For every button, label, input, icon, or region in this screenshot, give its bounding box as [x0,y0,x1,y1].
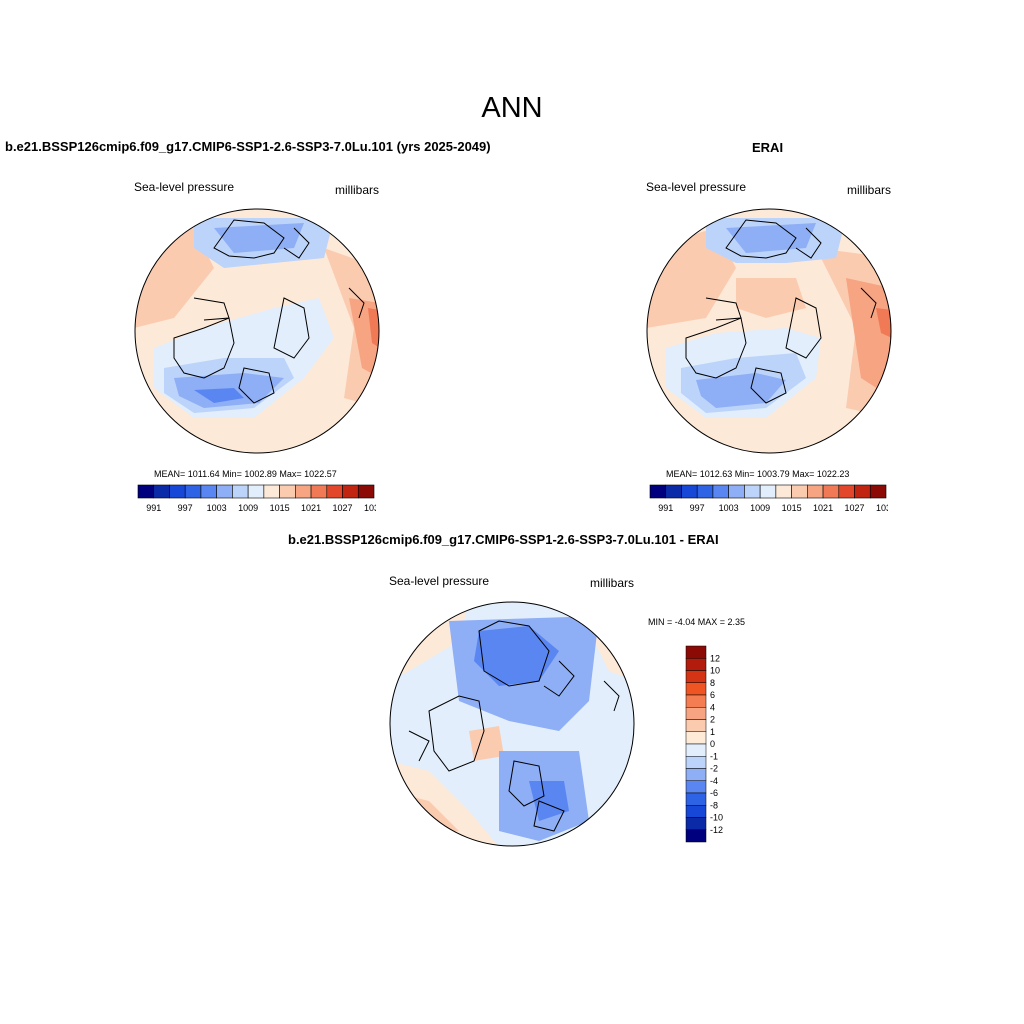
left-colorbar: 991 997 1003 1009 1015 1021 1027 1033 [137,484,376,513]
right-colorbar-tick-label: 991 [658,503,673,513]
left-colorbar-swatch [169,484,186,499]
diff-colorbar-swatch [685,743,707,757]
diff-colorbar-tick-label: 1 [710,727,715,737]
diff-colorbar-tick-label: -12 [710,825,723,835]
right-colorbar-swatch [712,484,729,499]
left-colorbar-swatch [263,484,280,499]
right-colorbar-swatch [744,484,761,499]
right-colorbar-swatch [822,484,840,499]
right-stats: MEAN= 1012.63 Min= 1003.79 Max= 1022.23 [666,469,850,479]
diff-colorbar-tick-label: -4 [710,776,718,786]
right-colorbar-swatch [854,484,871,499]
diff-field-label: Sea-level pressure [389,574,490,588]
right-colorbar-swatch [791,484,808,499]
diff-stats: MIN = -4.04 MAX = 2.35 [648,617,746,627]
right-colorbar-tick-label: 1033 [876,503,888,513]
diff-colorbar-tick-label: 0 [710,739,715,749]
right-colorbar-swatch [665,484,682,499]
diff-colorbar-tick-label: -1 [710,751,718,761]
left-colorbar-swatch [153,484,170,499]
right-colorbar-swatch [759,484,777,499]
left-colorbar-swatch [232,484,249,499]
diff-colorbar-tick-label: 8 [710,678,715,688]
left-stats: MEAN= 1011.64 Min= 1002.89 Max= 1022.57 [154,469,337,479]
diff-colorbar-tick-label: -10 [710,813,723,823]
diff-colorbar-swatch [685,829,707,843]
diff-colorbar-swatch [685,670,707,683]
diff-colorbar-swatch [685,707,707,720]
right-colorbar-tick-label: 1003 [719,503,739,513]
left-colorbar-swatch [326,484,343,499]
right-colorbar-tick-label: 1021 [813,503,833,513]
right-panel-title: ERAI [752,140,784,155]
left-colorbar-swatch [247,484,265,499]
main-title: ANN [481,92,543,124]
diff-colorbar-swatch [685,817,707,830]
right-colorbar-swatch [869,484,887,499]
diff-colorbar-swatch [685,792,707,806]
diff-colorbar-tick-label: 6 [710,690,715,700]
left-colorbar-tick-label: 1033 [364,503,376,513]
left-panel-title: b.e21.BSSP126cmip6.f09_g17.CMIP6-SSP1-2.… [5,139,491,154]
diff-colorbar-swatch [685,645,707,659]
diff-colorbar-tick-label: 4 [710,702,715,712]
left-colorbar-tick-label: 1015 [270,503,290,513]
left-colorbar-swatch [200,484,217,499]
left-colorbar-swatch [342,484,359,499]
right-colorbar-tick-label: 997 [690,503,705,513]
diff-colorbar-tick-label: 2 [710,715,715,725]
right-colorbar-swatch [696,484,714,499]
right-field-label: Sea-level pressure [646,180,747,194]
diff-colorbar-swatch [685,780,707,794]
diff-colorbar-swatch [685,805,707,818]
left-field-label: Sea-level pressure [134,180,235,194]
left-colorbar-tick-label: 997 [178,503,193,513]
left-colorbar-tick-label: 991 [146,503,161,513]
left-colorbar-swatch [357,484,375,499]
right-units-label: millibars [847,183,892,197]
right-polar-map [646,208,892,454]
diff-colorbar-tick-label: -2 [710,764,718,774]
right-colorbar-swatch [775,484,792,499]
diff-panel-title: b.e21.BSSP126cmip6.f09_g17.CMIP6-SSP1-2.… [288,532,719,547]
left-colorbar-swatch [310,484,328,499]
diff-colorbar-swatch [685,658,707,671]
right-colorbar-swatch [649,484,667,499]
left-colorbar-tick-label: 1003 [207,503,227,513]
diff-colorbar-swatch [685,768,707,781]
diff-colorbar-swatch [685,756,707,769]
right-colorbar-tick-label: 1015 [782,503,802,513]
left-colorbar-swatch [184,484,202,499]
left-colorbar-swatch [295,484,312,499]
diff-colorbar-swatch [685,694,707,708]
right-colorbar-swatch [681,484,698,499]
diff-colorbar-tick-label: -8 [710,800,718,810]
left-colorbar-tick-label: 1027 [333,503,353,513]
left-polar-map [134,208,380,454]
diff-colorbar-tick-label: 10 [710,666,720,676]
right-colorbar-swatch [807,484,824,499]
diff-colorbar-swatch [685,731,707,745]
diff-units-label: millibars [590,576,635,590]
left-colorbar-tick-label: 1009 [238,503,258,513]
right-colorbar-swatch [728,484,745,499]
left-units-label: millibars [335,183,380,197]
diff-colorbar-tick-label: -6 [710,788,718,798]
diff-colorbar-tick-label: 12 [710,653,720,663]
diff-polar-map [389,601,635,847]
diff-colorbar-swatch [685,719,707,732]
left-colorbar-swatch [216,484,233,499]
right-colorbar: 991 997 1003 1009 1015 1021 1027 1033 [649,484,888,513]
right-colorbar-swatch [838,484,855,499]
left-colorbar-swatch [279,484,296,499]
left-colorbar-swatch [137,484,155,499]
right-colorbar-tick-label: 1027 [845,503,865,513]
left-colorbar-tick-label: 1021 [301,503,321,513]
right-colorbar-tick-label: 1009 [750,503,770,513]
diff-colorbar-swatch [685,682,707,696]
